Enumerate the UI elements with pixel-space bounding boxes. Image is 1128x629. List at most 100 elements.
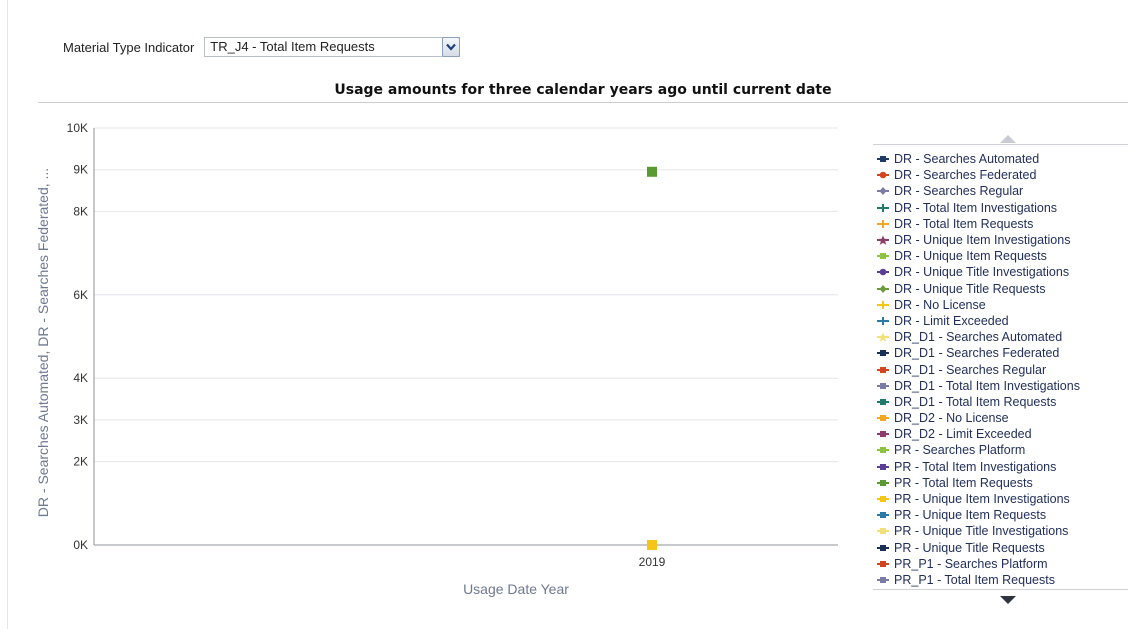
legend-item-label: DR - Unique Title Requests — [894, 281, 1046, 296]
legend-item[interactable]: PR - Unique Title Investigations — [877, 523, 1128, 539]
legend-item-label: PR - Unique Item Investigations — [894, 492, 1070, 507]
legend-item-label: DR_D1 - Total Item Investigations — [894, 378, 1080, 393]
legend-item-label: DR - Searches Federated — [894, 168, 1037, 183]
material-type-filter: Material Type Indicator TR_J4 - Total It… — [63, 36, 461, 58]
legend-marker-icon — [877, 463, 889, 470]
legend-item[interactable]: DR - Searches Automated — [877, 151, 1128, 167]
legend-item[interactable]: DR_D1 - Searches Automated — [877, 329, 1128, 345]
legend-marker-icon — [877, 576, 889, 583]
legend-marker-icon — [877, 269, 889, 276]
legend-item[interactable]: DR_D2 - Limit Exceeded — [877, 426, 1128, 442]
y-tick-label: 2K — [73, 455, 88, 469]
legend-marker-icon — [877, 512, 889, 519]
legend-item[interactable]: DR - Searches Regular — [877, 183, 1128, 199]
material-type-value[interactable]: TR_J4 - Total Item Requests — [204, 37, 461, 57]
legend-item-label: PR - Searches Platform — [894, 443, 1026, 458]
data-point-pr-unique-item-investigations[interactable] — [647, 540, 657, 550]
y-axis-title: DR - Searches Automated, DR - Searches F… — [35, 168, 51, 517]
legend-item-label: DR - Searches Regular — [894, 184, 1024, 199]
legend-marker-icon — [877, 366, 889, 373]
data-point-pr-total-item-requests[interactable] — [647, 166, 657, 177]
legend-item[interactable]: DR_D1 - Searches Regular — [877, 361, 1128, 377]
legend-item[interactable]: PR - Total Item Investigations — [877, 459, 1128, 475]
legend-item[interactable]: DR_D1 - Total Item Investigations — [877, 378, 1128, 394]
legend-item[interactable]: PR_P1 - Total Item Requests — [877, 572, 1128, 588]
y-tick-label: 8K — [73, 204, 88, 218]
chart-title: Usage amounts for three calendar years a… — [334, 82, 832, 98]
legend-marker-icon — [877, 253, 889, 260]
legend-item[interactable]: PR - Unique Item Investigations — [877, 491, 1128, 507]
legend-item-label: DR_D1 - Total Item Requests — [894, 394, 1057, 409]
legend-item-label: DR - Unique Item Investigations — [894, 233, 1071, 248]
legend-item[interactable]: DR_D1 - Searches Federated — [877, 345, 1128, 361]
legend-item[interactable]: PR - Total Item Requests — [877, 475, 1128, 491]
legend-item-label: PR - Total Item Requests — [894, 475, 1033, 490]
legend-item[interactable]: PR - Searches Platform — [877, 442, 1128, 458]
legend-scroll-up-icon[interactable] — [999, 131, 1017, 149]
legend-item-label: DR - Total Item Investigations — [894, 200, 1058, 215]
legend-item[interactable]: DR - Total Item Requests — [877, 216, 1128, 232]
legend-item-label: DR - Limit Exceeded — [894, 313, 1009, 328]
legend-item[interactable]: DR - No License — [877, 297, 1128, 313]
legend-item-label: DR_D1 - Searches Automated — [894, 330, 1063, 345]
chart-plot-area: 0K 2K 3K 4K 6K 8K 9K 10K 2019 Usage Date Year DR -… — [35, 121, 838, 597]
legend-item[interactable]: DR_D2 - No License — [877, 410, 1128, 426]
legend-item[interactable]: DR - Total Item Investigations — [877, 200, 1128, 216]
legend-marker-icon — [877, 528, 889, 535]
material-type-select[interactable]: TR_J4 - Total Item Requests — [204, 37, 461, 57]
y-tick-label: 9K — [73, 163, 88, 177]
legend-item-label: PR_P1 - Searches Platform — [894, 556, 1048, 571]
legend-marker-icon — [877, 332, 889, 342]
legend-marker-icon — [877, 235, 889, 245]
legend-marker-icon — [877, 479, 889, 486]
legend-item-label: PR - Unique Title Investigations — [894, 524, 1069, 539]
legend-marker-icon — [877, 447, 889, 454]
legend-marker-icon — [877, 560, 889, 567]
legend-item[interactable]: DR_D1 - Total Item Requests — [877, 394, 1128, 410]
legend-marker-icon — [877, 544, 889, 551]
legend-marker-icon — [877, 300, 889, 309]
legend-marker-icon — [877, 350, 889, 357]
legend-marker-icon — [877, 187, 889, 196]
y-tick-label: 6K — [73, 288, 88, 302]
legend-marker-icon — [877, 284, 889, 293]
legend-item-label: DR_D2 - Limit Exceeded — [894, 427, 1032, 442]
y-tick-label: 3K — [73, 413, 88, 427]
legend-item[interactable]: PR_P1 - Searches Platform — [877, 556, 1128, 572]
y-tick-label: 0K — [73, 538, 88, 552]
legend-item-label: PR_P1 - Total Item Requests — [894, 572, 1055, 587]
legend-item-label: PR - Unique Title Requests — [894, 540, 1045, 555]
title-divider — [38, 102, 1128, 103]
x-axis-title: Usage Date Year — [463, 581, 569, 597]
legend-item[interactable]: DR - Unique Title Requests — [877, 281, 1128, 297]
legend-marker-icon — [877, 316, 889, 325]
legend-item[interactable]: DR - Unique Item Investigations — [877, 232, 1128, 248]
legend-item[interactable]: PR - Unique Title Requests — [877, 540, 1128, 556]
y-tick-label: 4K — [73, 371, 88, 385]
legend-item[interactable]: DR - Limit Exceeded — [877, 313, 1128, 329]
legend-marker-icon — [877, 382, 889, 389]
legend-scroll-down-icon[interactable] — [999, 592, 1017, 610]
legend-item[interactable]: PR - Unique Item Requests — [877, 507, 1128, 523]
x-tick-label: 2019 — [639, 555, 666, 569]
legend-item-label: PR - Total Item Investigations — [894, 459, 1057, 474]
chart-legend: DR - Searches Automated DR - Searches Fed… — [873, 144, 1128, 590]
legend-marker-icon — [877, 156, 889, 163]
legend-item-label: DR_D2 - No License — [894, 411, 1009, 426]
legend-marker-icon — [877, 398, 889, 405]
legend-marker-icon — [877, 431, 889, 438]
chevron-down-icon[interactable] — [442, 37, 461, 57]
legend-item-label: DR - Searches Automated — [894, 152, 1040, 167]
legend-item[interactable]: DR - Unique Item Requests — [877, 248, 1128, 264]
left-divider — [7, 0, 8, 629]
legend-item[interactable]: DR - Unique Title Investigations — [877, 264, 1128, 280]
legend-item-label: DR_D1 - Searches Regular — [894, 362, 1047, 377]
material-type-label: Material Type Indicator — [63, 39, 195, 55]
legend-marker-icon — [877, 415, 889, 422]
legend-item[interactable]: DR - Searches Federated — [877, 167, 1128, 183]
legend-item-label: DR_D1 - Searches Federated — [894, 346, 1060, 361]
legend-marker-icon — [877, 496, 889, 503]
legend-item-label: DR - Unique Title Investigations — [894, 265, 1070, 280]
legend-item-label: PR - Unique Item Requests — [894, 508, 1047, 523]
legend-item-label: DR - Unique Item Requests — [894, 249, 1047, 264]
